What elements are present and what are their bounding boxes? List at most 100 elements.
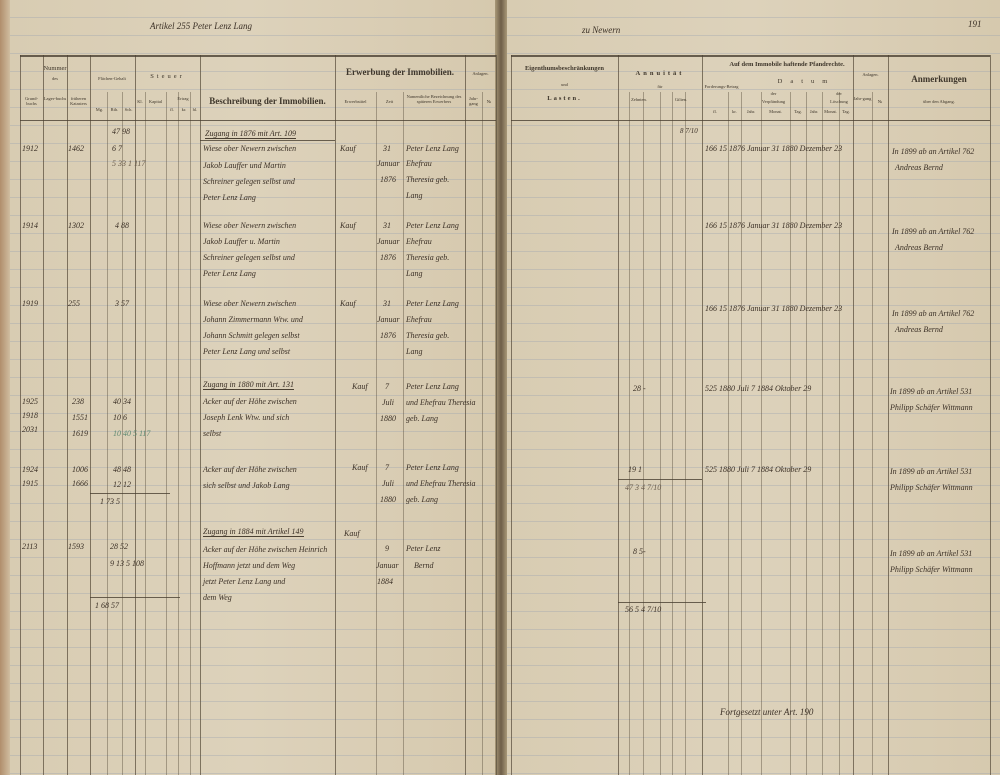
header-der-2: der (836, 91, 842, 96)
header-pfandrechte: Auf dem Immobile haftende Pfandrechte. (729, 61, 845, 68)
column-rule (465, 55, 466, 775)
column-rule (335, 55, 336, 775)
column-rule (888, 55, 889, 775)
description-line: selbst (203, 429, 222, 438)
column-rule (643, 92, 644, 775)
header-unit-rth: Rth. (110, 107, 119, 112)
remark-line: In 1899 ab an Artikel 531 (890, 549, 973, 558)
column-rule (482, 92, 483, 775)
acquisition-month: Januar (377, 315, 400, 324)
area: 6 7 (112, 144, 122, 153)
remark-line: Philipp Schäfer Wittmann (890, 483, 973, 492)
acquirer-line: geb. Lang (406, 495, 438, 504)
row-rule (511, 120, 990, 121)
grundbuch-number: 1914 (22, 221, 38, 230)
column-rule (990, 55, 991, 775)
description-line: Joseph Lenk Wtw. und sich (203, 413, 290, 422)
header-anlagen-left: Anlagen. (472, 71, 489, 76)
grundbuch-number: 1915 (22, 479, 38, 488)
header-unit-mg: Mg. (95, 107, 104, 112)
acquirer-line: Peter Lenz Lang (406, 221, 459, 230)
remark-line: In 1899 ab an Artikel 762 (892, 309, 975, 318)
description-line: dem Weg (203, 593, 232, 602)
acquirer-line: Lang (406, 347, 423, 356)
acquisition-month: Januar (376, 561, 399, 570)
annuity-subtotal: 47 3 4 7/10 (625, 483, 662, 492)
column-rule (200, 55, 201, 775)
entry-heading: Zugang in 1880 mit Art. 131 (203, 380, 294, 390)
header-fuer: für (657, 84, 663, 89)
description-line: Peter Lenz Lang (203, 269, 256, 278)
acquirer-line: Peter Lenz Lang (406, 299, 459, 308)
remark-line: In 1899 ab an Artikel 531 (890, 467, 973, 476)
area: 4 88 (115, 221, 129, 230)
column-rule (90, 55, 91, 775)
row-rule (20, 55, 496, 57)
grundbuch-number: 1924 (22, 465, 38, 474)
row-rule (200, 140, 335, 141)
area: 48 48 (113, 465, 131, 474)
book-gutter (495, 0, 507, 775)
entry-heading: Zugang in 1884 mit Artikel 149 (203, 527, 304, 537)
column-rule (872, 92, 873, 775)
remark-line: In 1899 ab an Artikel 531 (890, 387, 973, 396)
column-rule (190, 92, 191, 775)
acquirer-line: und Ehefrau Theresia (406, 398, 476, 407)
acquirer-line: Peter Lenz (406, 544, 441, 553)
area-tax: 9 13 5 108 (110, 559, 144, 568)
grundbuch-number: 1925 (22, 397, 38, 406)
header-kataster: früheren Katasters (70, 96, 87, 106)
lien-record: 166 15 1876 Januar 31 1880 Dezember 23 (705, 221, 843, 230)
header-beschreibung: Beschreibung der Immobilien. (209, 96, 326, 106)
row-rule (618, 479, 702, 480)
column-rule (790, 92, 791, 775)
description-line: Acker auf der Höhe zwischen (203, 465, 297, 474)
column-rule (511, 55, 512, 775)
column-rule (741, 92, 742, 775)
header-forderung-kr: kr. (732, 109, 737, 114)
column-rule (839, 92, 840, 775)
description-line: Schreiner gelegen selbst und (203, 253, 295, 262)
header-loeschung: Löschung (830, 99, 848, 104)
kataster-number: 1302 (68, 221, 84, 230)
acquirer-line: Theresia geb. (406, 175, 450, 184)
header-datum: Datum (777, 78, 836, 85)
acquisition-month: Juli (382, 398, 394, 407)
acquisition-month: Juli (382, 479, 394, 488)
acquisition-day: 9 (385, 544, 389, 553)
header-anmerkungen: Anmerkungen (911, 74, 967, 84)
header-erwerbstitel: Erwerbstitel (344, 99, 367, 104)
acquirer-line: Bernd (414, 561, 434, 570)
header-jahrgang-right: Jahr-gang (853, 96, 872, 101)
area: 12 12 (113, 480, 131, 489)
acquisition-day: 31 (383, 299, 391, 308)
acquisition-title: Kauf (340, 221, 356, 230)
header-abgang: über den Abgang. (923, 99, 955, 104)
description-line: Peter Lenz Lang und selbst (203, 347, 291, 356)
column-rule (376, 92, 377, 775)
header-hl: hl. (192, 107, 198, 112)
row-rule (511, 55, 990, 57)
area: 40 34 (113, 397, 131, 406)
area: 10 6 (113, 413, 127, 422)
header-ertrag: Ertrag (177, 96, 189, 101)
description-line: Schreiner gelegen selbst und (203, 177, 295, 186)
annuity-total-sum: 56 5 4 7/10 (625, 605, 662, 614)
column-rule (145, 92, 146, 775)
header-annuitaet: Annuität (635, 70, 685, 77)
header-verpf-monat: Monat. (769, 109, 782, 114)
location-title: zu Newern (582, 25, 621, 35)
acquisition-title: Kauf (340, 299, 356, 308)
header-der-1: der (770, 91, 777, 96)
remark-line: Andreas Bernd (895, 243, 943, 252)
column-rule (629, 92, 630, 775)
header-nr-right: № (877, 99, 883, 104)
left-page (0, 0, 497, 775)
grundbuch-number: 1918 (22, 411, 38, 420)
row-rule (20, 120, 496, 121)
acquisition-title: Kauf (352, 463, 368, 472)
header-des: des (52, 76, 58, 81)
page-number: 191 (968, 19, 982, 29)
article-title: Artikel 255 Peter Lenz Lang (150, 21, 252, 31)
lien-record: 166 15 1876 Januar 31 1880 Dezember 23 (705, 144, 843, 153)
